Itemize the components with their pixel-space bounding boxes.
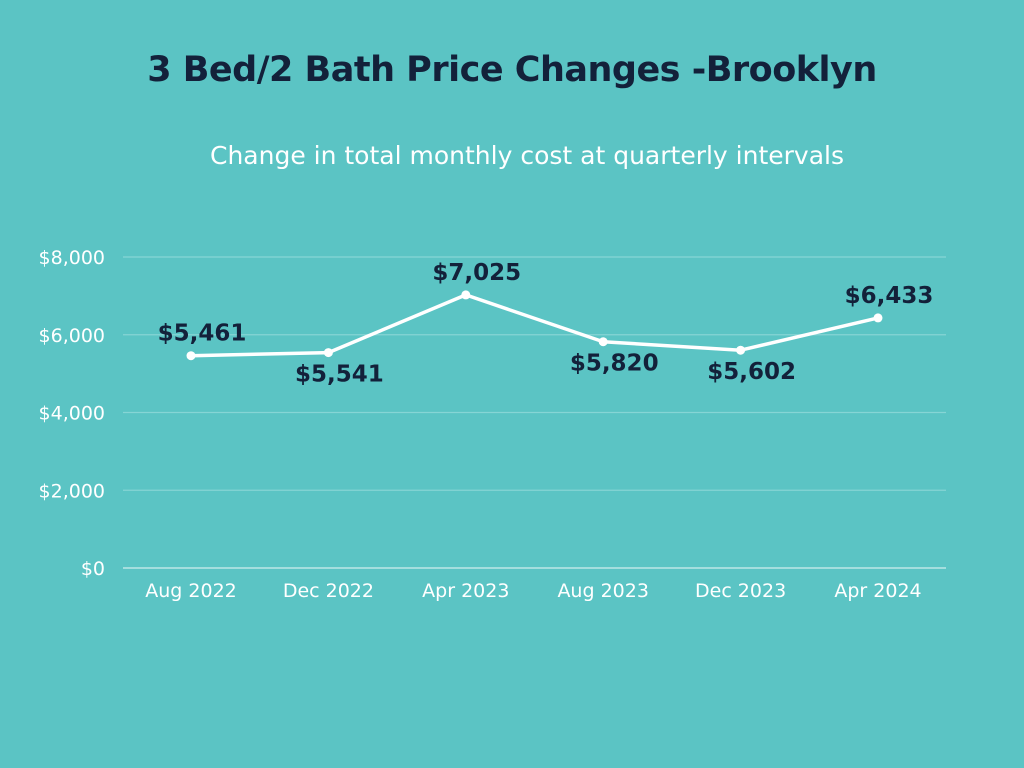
data-label: $5,461	[158, 321, 247, 347]
data-point	[736, 345, 746, 355]
data-label: $5,820	[570, 351, 659, 377]
data-point	[186, 351, 196, 361]
data-point	[598, 337, 608, 347]
data-label: $6,433	[845, 283, 934, 309]
y-tick-label: $4,000	[39, 403, 105, 425]
chart-title: 3 Bed/2 Bath Price Changes -Brooklyn	[147, 50, 877, 90]
data-label: $5,541	[295, 362, 384, 388]
y-tick-label: $0	[81, 558, 105, 580]
data-label: $7,025	[432, 260, 521, 286]
y-tick-label: $8,000	[39, 247, 105, 269]
x-tick-label: Dec 2022	[283, 580, 374, 602]
data-point	[461, 290, 471, 300]
x-tick-label: Apr 2023	[422, 580, 509, 602]
x-tick-label: Dec 2023	[695, 580, 786, 602]
series-line	[189, 293, 880, 358]
y-tick-label: $6,000	[39, 325, 105, 347]
y-tick-label: $2,000	[39, 480, 105, 502]
chart-subtitle: Change in total monthly cost at quarterl…	[209, 141, 845, 170]
x-tick-label: Aug 2022	[145, 580, 237, 602]
data-label: $5,602	[707, 359, 796, 385]
x-tick-label: Aug 2023	[557, 580, 649, 602]
data-point	[323, 348, 333, 358]
data-point	[873, 313, 883, 323]
x-tick-label: Apr 2024	[834, 580, 921, 602]
